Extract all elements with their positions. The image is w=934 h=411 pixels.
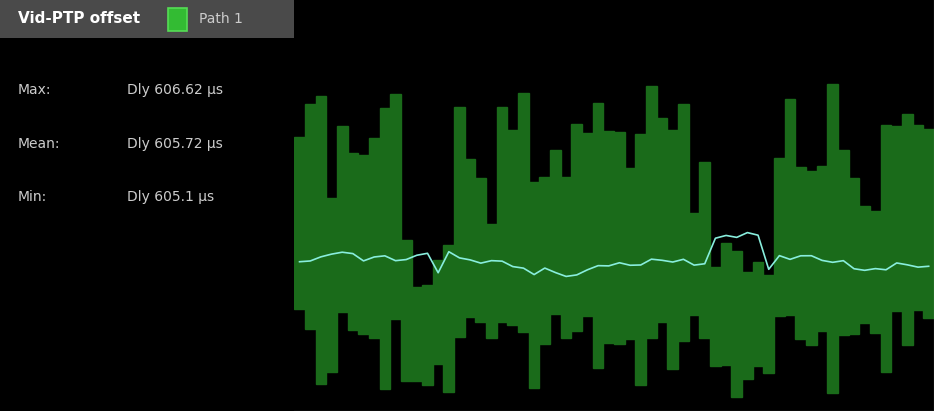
Polygon shape bbox=[379, 109, 390, 389]
Polygon shape bbox=[390, 94, 401, 319]
Polygon shape bbox=[859, 206, 870, 323]
Polygon shape bbox=[688, 213, 700, 315]
Polygon shape bbox=[529, 182, 540, 388]
Polygon shape bbox=[412, 287, 422, 381]
Polygon shape bbox=[657, 118, 668, 322]
Polygon shape bbox=[294, 137, 304, 309]
Text: Max:: Max: bbox=[18, 83, 51, 97]
Polygon shape bbox=[518, 93, 529, 332]
Polygon shape bbox=[806, 171, 816, 345]
Polygon shape bbox=[487, 224, 497, 338]
Polygon shape bbox=[550, 150, 560, 314]
Polygon shape bbox=[700, 162, 710, 338]
Polygon shape bbox=[828, 84, 838, 393]
Polygon shape bbox=[432, 260, 444, 364]
Polygon shape bbox=[816, 166, 828, 330]
Polygon shape bbox=[444, 245, 454, 392]
Polygon shape bbox=[635, 134, 646, 386]
Polygon shape bbox=[316, 96, 326, 384]
Polygon shape bbox=[891, 126, 902, 311]
Polygon shape bbox=[646, 85, 657, 338]
Text: Path 1: Path 1 bbox=[199, 12, 243, 26]
Polygon shape bbox=[369, 138, 379, 338]
Polygon shape bbox=[497, 107, 507, 322]
Bar bbox=[168, 8, 187, 31]
Text: Dly 605.1 μs: Dly 605.1 μs bbox=[126, 190, 214, 204]
Polygon shape bbox=[603, 131, 615, 343]
Polygon shape bbox=[560, 177, 572, 338]
Polygon shape bbox=[710, 267, 721, 367]
Text: Mean:: Mean: bbox=[18, 137, 60, 151]
Text: Min:: Min: bbox=[18, 190, 47, 204]
Polygon shape bbox=[615, 132, 625, 344]
Polygon shape bbox=[902, 114, 913, 345]
Polygon shape bbox=[742, 272, 753, 379]
Polygon shape bbox=[870, 211, 881, 332]
Polygon shape bbox=[507, 130, 518, 325]
Polygon shape bbox=[572, 124, 582, 331]
Polygon shape bbox=[763, 275, 774, 374]
Polygon shape bbox=[422, 285, 432, 385]
Polygon shape bbox=[849, 178, 859, 334]
Polygon shape bbox=[475, 178, 487, 322]
Polygon shape bbox=[454, 106, 465, 337]
Polygon shape bbox=[593, 103, 603, 368]
Polygon shape bbox=[337, 126, 347, 312]
Polygon shape bbox=[924, 129, 934, 318]
Text: Dly 605.72 μs: Dly 605.72 μs bbox=[126, 137, 222, 151]
Polygon shape bbox=[359, 155, 369, 334]
Polygon shape bbox=[785, 99, 796, 315]
Polygon shape bbox=[796, 167, 806, 339]
Polygon shape bbox=[304, 104, 316, 329]
Polygon shape bbox=[753, 262, 763, 367]
Polygon shape bbox=[678, 104, 688, 342]
Polygon shape bbox=[582, 133, 593, 316]
Polygon shape bbox=[721, 243, 731, 365]
Polygon shape bbox=[881, 125, 891, 372]
Polygon shape bbox=[465, 159, 475, 316]
Polygon shape bbox=[913, 125, 924, 310]
Polygon shape bbox=[774, 157, 785, 316]
Polygon shape bbox=[540, 177, 550, 344]
Polygon shape bbox=[326, 198, 337, 372]
Polygon shape bbox=[401, 240, 412, 381]
Polygon shape bbox=[838, 150, 849, 335]
Polygon shape bbox=[668, 129, 678, 369]
Text: Dly 606.62 μs: Dly 606.62 μs bbox=[126, 83, 222, 97]
Text: Vid-PTP offset: Vid-PTP offset bbox=[18, 12, 140, 26]
Polygon shape bbox=[625, 168, 635, 339]
Polygon shape bbox=[347, 152, 359, 330]
Bar bbox=[0, 0, 294, 38]
Polygon shape bbox=[731, 251, 742, 397]
